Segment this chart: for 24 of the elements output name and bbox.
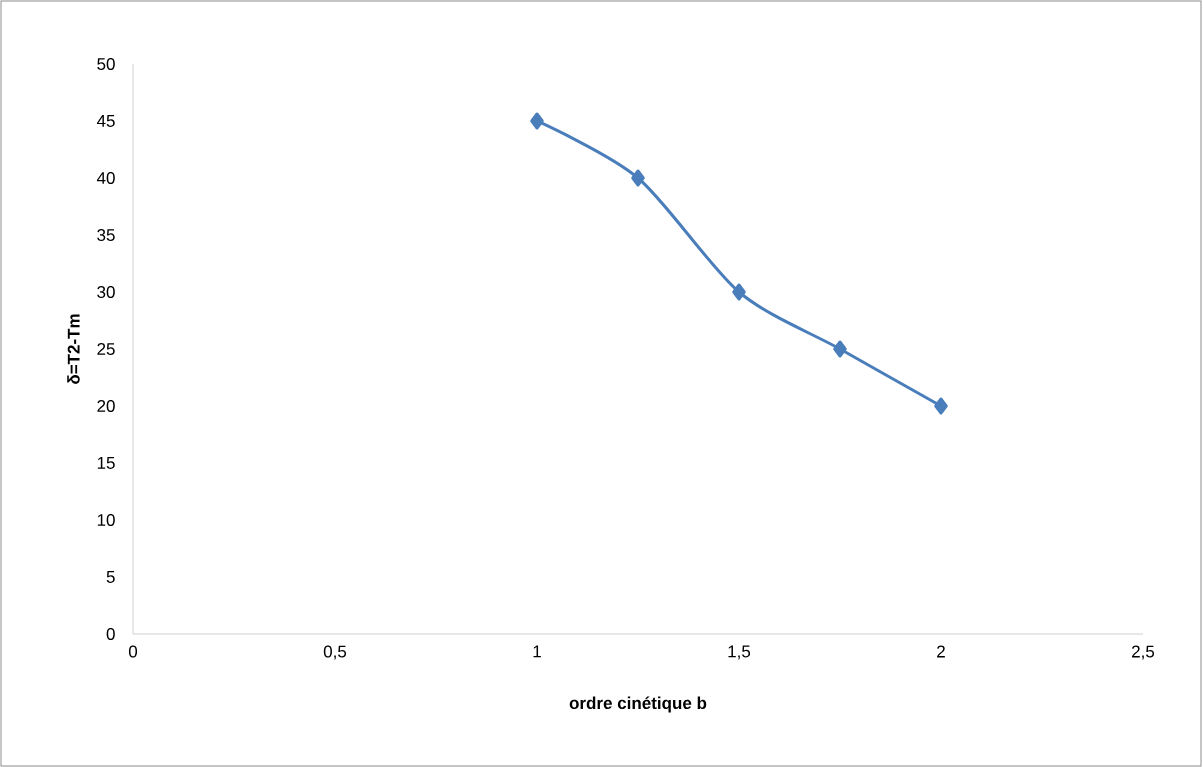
point: [631, 169, 645, 187]
y-tick-label: 15: [97, 457, 115, 469]
y-tick-label: 25: [97, 342, 115, 356]
y-tick-label: 30: [97, 285, 115, 299]
x-tick-label: 2: [937, 645, 945, 658]
x-axis-title: ordre cinétique b: [569, 696, 707, 713]
y-tick-label: 40: [96, 171, 115, 185]
y-tick-label: 20: [97, 399, 115, 413]
y-axis-title: δ=T2-Tm: [67, 314, 80, 384]
point: [934, 397, 948, 415]
x-tick-label: 2,5: [1132, 645, 1155, 660]
x-tick-label: 0: [128, 645, 138, 658]
point: [732, 283, 746, 301]
y-tick-label: 10: [97, 513, 115, 527]
x-tick-label: 1: [533, 645, 541, 658]
y-tick-label: 50: [97, 57, 115, 71]
x-tick-label: 0,5: [323, 645, 347, 660]
x-tick-label: 1,5: [728, 645, 751, 660]
y-tick-label: 0: [106, 627, 115, 641]
point: [530, 112, 544, 130]
y-tick-label: 5: [106, 571, 115, 583]
y-tick-label: 45: [96, 115, 115, 127]
y-tick-label: 35: [97, 228, 115, 242]
point: [833, 340, 847, 358]
